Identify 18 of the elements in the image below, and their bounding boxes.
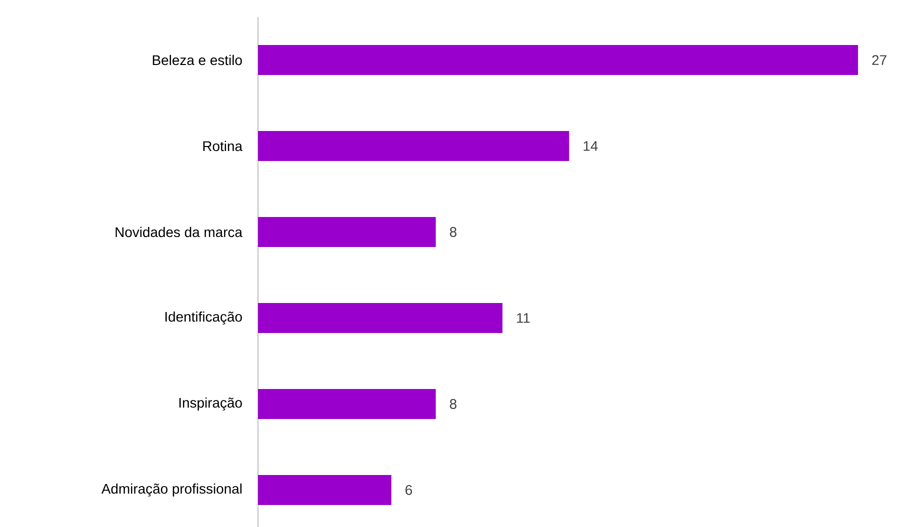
bar xyxy=(258,303,502,334)
data-label: 11 xyxy=(517,313,530,323)
y-tick-label: Admiração profissional xyxy=(101,483,242,497)
y-tick-label: Novidades da marca xyxy=(116,226,242,238)
y-tick-label: Beleza e estilo xyxy=(152,54,242,66)
bar xyxy=(258,389,436,420)
bar xyxy=(258,217,436,248)
bar xyxy=(258,45,858,76)
y-tick-label: Rotina xyxy=(203,140,242,152)
y-tick-label: Identificação xyxy=(165,311,242,325)
y-tick-label: Inspiração xyxy=(179,397,242,411)
bar xyxy=(258,475,392,506)
data-label: 8 xyxy=(450,227,456,237)
data-label: 14 xyxy=(584,141,598,151)
data-label: 8 xyxy=(450,399,456,409)
bar xyxy=(258,131,570,162)
data-label: 6 xyxy=(406,485,412,495)
data-label: 27 xyxy=(872,55,886,65)
